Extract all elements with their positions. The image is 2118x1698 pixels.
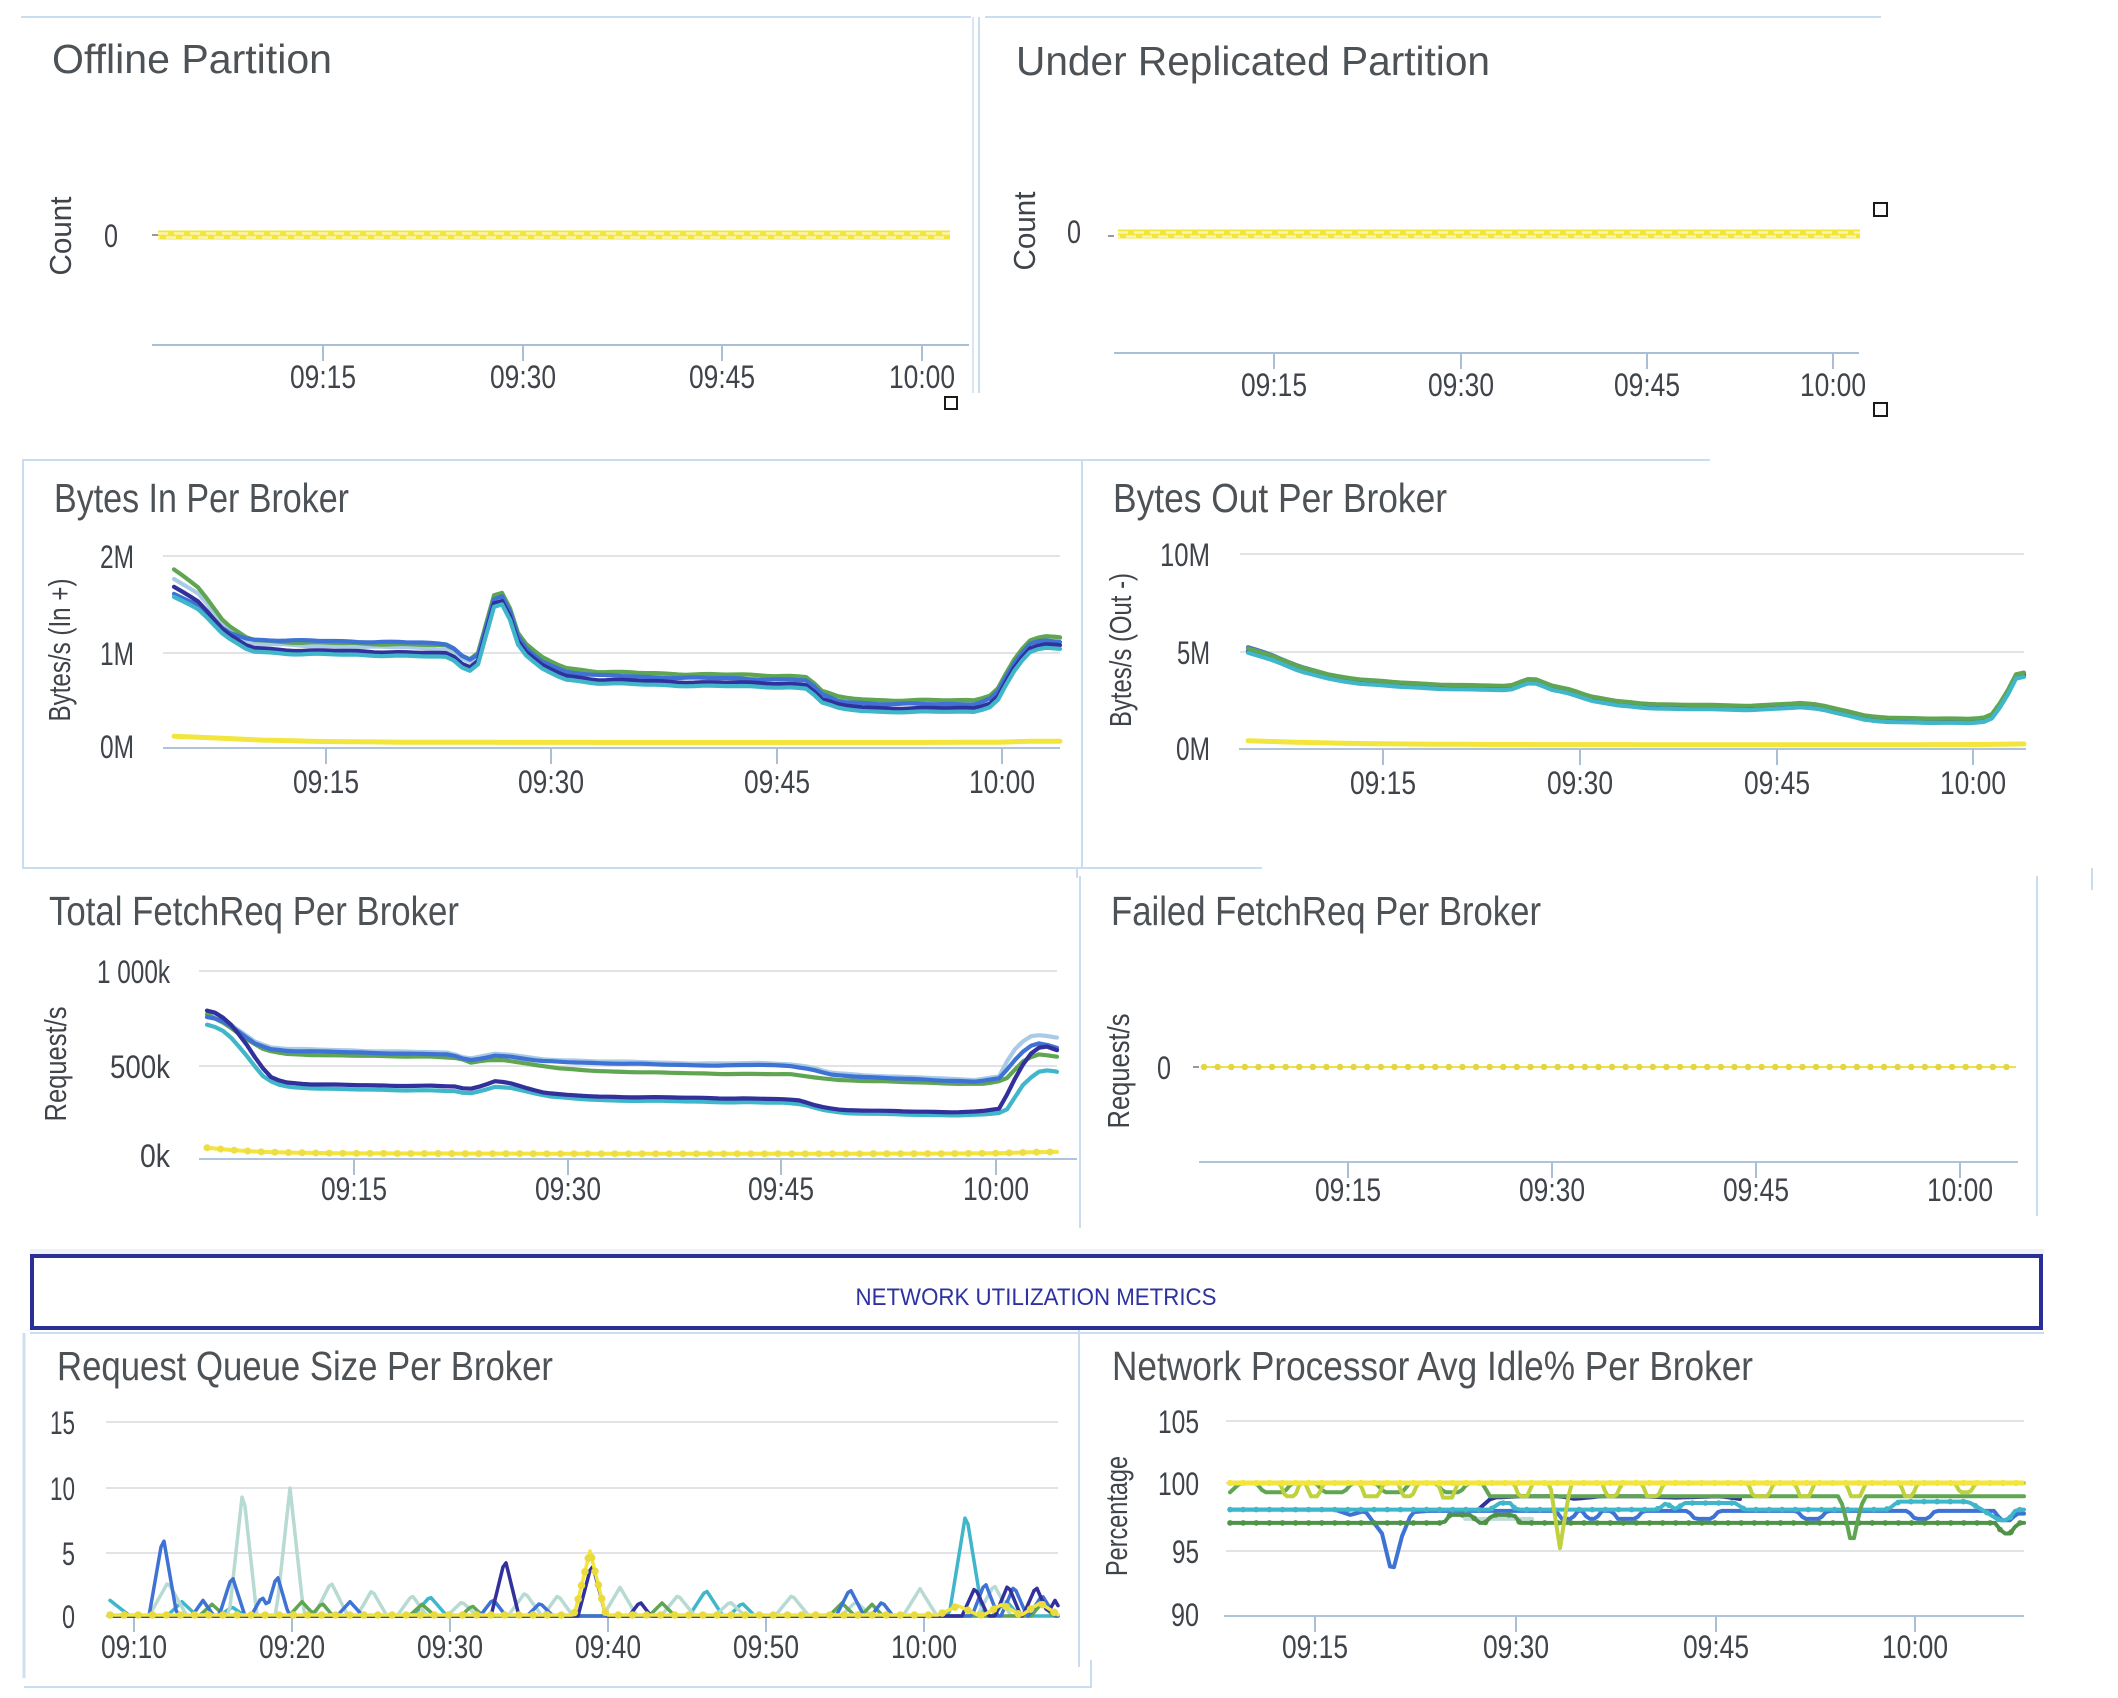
svg-text:09:15: 09:15: [1282, 1629, 1348, 1665]
svg-text:09:30: 09:30: [490, 359, 556, 395]
svg-text:09:15: 09:15: [1315, 1172, 1381, 1208]
svg-text:09:30: 09:30: [535, 1171, 601, 1207]
svg-text:10:00: 10:00: [889, 359, 955, 395]
svg-text:09:15: 09:15: [290, 359, 356, 395]
svg-text:0M: 0M: [1176, 731, 1210, 767]
svg-text:09:30: 09:30: [1519, 1172, 1585, 1208]
svg-text:09:45: 09:45: [1723, 1172, 1789, 1208]
svg-text:10:00: 10:00: [969, 764, 1035, 800]
svg-text:15: 15: [50, 1405, 75, 1441]
svg-text:1 000k: 1 000k: [97, 954, 171, 990]
svg-text:5: 5: [62, 1536, 75, 1572]
svg-text:10: 10: [50, 1471, 75, 1507]
svg-text:09:30: 09:30: [417, 1629, 483, 1665]
svg-text:09:45: 09:45: [744, 764, 810, 800]
svg-text:0k: 0k: [140, 1138, 171, 1174]
svg-text:09:40: 09:40: [575, 1629, 641, 1665]
svg-text:0: 0: [104, 218, 118, 254]
svg-text:5M: 5M: [1177, 635, 1210, 671]
svg-text:2M: 2M: [100, 539, 134, 575]
svg-text:09:15: 09:15: [1350, 765, 1416, 801]
svg-text:10:00: 10:00: [1927, 1172, 1993, 1208]
svg-text:09:30: 09:30: [518, 764, 584, 800]
svg-text:09:30: 09:30: [1547, 765, 1613, 801]
svg-text:95: 95: [1172, 1534, 1199, 1570]
svg-text:10:00: 10:00: [891, 1629, 957, 1665]
svg-text:Request/s: Request/s: [1101, 1014, 1136, 1129]
svg-text:500k: 500k: [110, 1049, 171, 1085]
svg-text:Bytes Out Per Broker: Bytes Out Per Broker: [1113, 475, 1447, 521]
svg-text:10:00: 10:00: [963, 1171, 1029, 1207]
svg-text:Count: Count: [1007, 191, 1042, 270]
svg-text:Count: Count: [43, 196, 78, 275]
svg-text:0: 0: [1157, 1050, 1171, 1086]
svg-text:Bytes/s (In +): Bytes/s (In +): [42, 579, 77, 722]
svg-text:NETWORK UTILIZATION METRICS: NETWORK UTILIZATION METRICS: [856, 1284, 1217, 1311]
svg-text:0: 0: [1067, 214, 1081, 250]
svg-text:09:45: 09:45: [1683, 1629, 1749, 1665]
svg-text:Bytes In Per Broker: Bytes In Per Broker: [54, 475, 349, 521]
svg-text:0M: 0M: [100, 729, 134, 765]
svg-text:90: 90: [1171, 1597, 1199, 1633]
svg-text:09:15: 09:15: [1241, 367, 1307, 403]
svg-text:10:00: 10:00: [1882, 1629, 1948, 1665]
svg-text:Network Processor Avg Idle% Pe: Network Processor Avg Idle% Per Broker: [1112, 1343, 1753, 1389]
svg-text:1M: 1M: [100, 636, 134, 672]
svg-text:10M: 10M: [1160, 537, 1210, 573]
svg-text:09:15: 09:15: [293, 764, 359, 800]
svg-text:105: 105: [1158, 1404, 1199, 1440]
svg-text:09:10: 09:10: [101, 1629, 167, 1665]
svg-text:09:45: 09:45: [1744, 765, 1810, 801]
svg-text:Request Queue Size Per Broker: Request Queue Size Per Broker: [57, 1343, 553, 1389]
svg-text:09:50: 09:50: [733, 1629, 799, 1665]
svg-text:Failed FetchReq Per Broker: Failed FetchReq Per Broker: [1111, 888, 1541, 934]
svg-text:Offline Partition: Offline Partition: [52, 36, 332, 82]
svg-text:09:45: 09:45: [1614, 367, 1680, 403]
svg-text:Request/s: Request/s: [38, 1007, 73, 1122]
svg-text:Percentage: Percentage: [1099, 1456, 1134, 1576]
svg-text:09:15: 09:15: [321, 1171, 387, 1207]
svg-text:10:00: 10:00: [1940, 765, 2006, 801]
svg-text:09:30: 09:30: [1483, 1629, 1549, 1665]
svg-text:Under Replicated Partition: Under Replicated Partition: [1016, 38, 1490, 84]
svg-text:09:45: 09:45: [748, 1171, 814, 1207]
svg-text:09:45: 09:45: [689, 359, 755, 395]
svg-text:Bytes/s (Out -): Bytes/s (Out -): [1103, 573, 1138, 727]
svg-text:09:20: 09:20: [259, 1629, 325, 1665]
svg-text:0: 0: [62, 1599, 75, 1635]
svg-text:100: 100: [1158, 1466, 1199, 1502]
svg-text:09:30: 09:30: [1428, 367, 1494, 403]
svg-text:Total FetchReq Per Broker: Total FetchReq Per Broker: [49, 888, 459, 934]
svg-text:10:00: 10:00: [1800, 367, 1866, 403]
